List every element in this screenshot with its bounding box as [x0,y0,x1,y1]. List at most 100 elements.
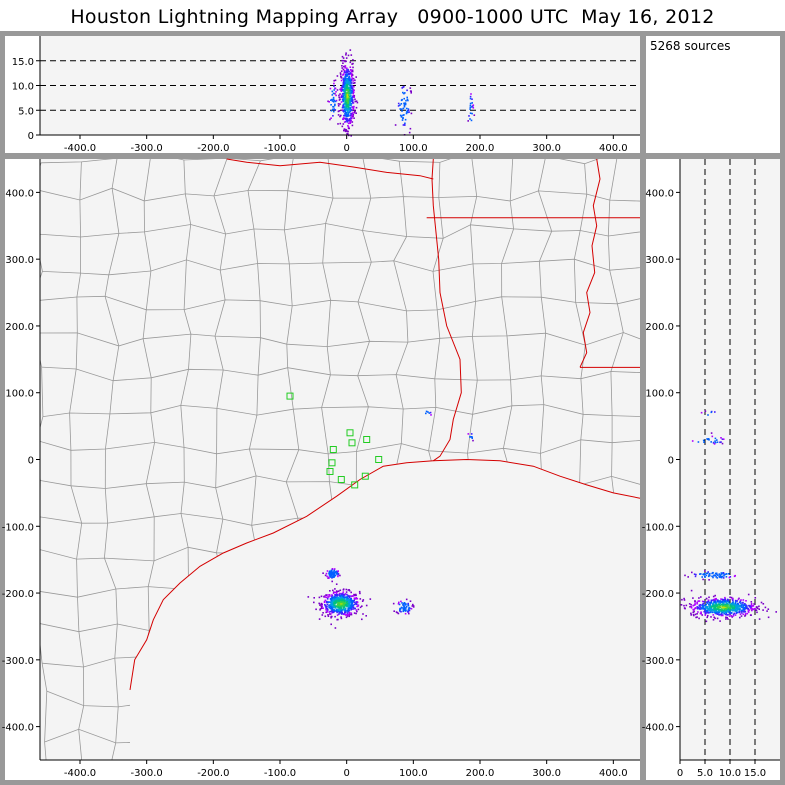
source-point [749,605,751,608]
source-point [717,600,720,602]
source-point [719,441,721,444]
source-point [706,612,708,614]
source-point [408,612,410,615]
source-point [407,604,410,607]
source-point [342,82,345,84]
source-point [346,70,349,73]
source-point [471,98,473,100]
source-point [725,608,727,610]
source-point [344,70,346,72]
source-point [399,610,401,612]
source-point [339,122,342,125]
source-point [343,108,346,111]
source-point [336,593,338,596]
source-point [704,604,707,606]
source-point [767,608,770,610]
source-point [344,60,346,63]
x-tick-label: 0 [677,768,683,779]
source-point [719,620,721,622]
source-point [350,104,352,107]
source-point [705,603,708,606]
source-point [713,598,715,601]
source-point [334,595,336,598]
source-point [346,85,348,88]
source-point [348,111,350,114]
source-point [700,573,702,575]
source-point [697,611,699,613]
source-point [361,618,363,621]
source-point [355,609,358,611]
source-point [726,604,729,607]
source-point [407,609,409,612]
source-point [403,102,405,105]
source-point [350,98,352,101]
source-point [336,601,339,604]
source-point [329,605,332,608]
source-point [345,74,348,77]
source-point [705,597,708,600]
source-point [345,119,348,122]
source-point [720,576,723,579]
source-point [409,127,412,130]
source-point [732,597,734,600]
source-point [737,608,740,610]
source-point [335,99,338,102]
source-point [727,613,729,616]
source-point [743,610,745,613]
source-point [338,592,341,595]
source-point [706,606,708,608]
source-point [354,594,356,597]
source-point [343,610,346,612]
source-point [341,593,344,595]
source-point [344,78,347,81]
source-point [338,96,340,99]
source-point [343,594,345,597]
source-point [724,573,726,576]
source-point [352,59,354,61]
source-point [329,610,332,613]
source-point [319,604,321,606]
source-point [716,600,718,603]
source-point [745,607,747,609]
source-point [708,596,710,599]
source-point [353,599,355,602]
source-point [346,83,349,86]
source-point [333,572,335,574]
source-point [704,614,707,616]
source-point [726,609,729,612]
source-point [705,620,708,623]
source-point [351,63,353,65]
source-point [350,117,352,119]
source-point [710,616,712,618]
frame-bottom [0,780,785,785]
source-point [339,115,341,118]
source-point [342,106,345,109]
source-point [718,606,721,609]
source-point [756,611,758,614]
source-point [350,70,353,73]
source-point [710,609,713,612]
source-point [734,599,737,602]
source-point [342,123,345,125]
source-point [355,597,358,599]
source-point [346,78,348,81]
source-point [402,107,405,110]
source-point [342,591,345,593]
source-point [698,597,700,599]
source-point [318,596,321,599]
source-point [733,612,736,615]
source-point [712,602,715,604]
source-point [344,107,347,109]
source-point [345,129,348,131]
source-point [721,609,723,612]
source-point [345,616,348,619]
source-point [734,574,736,577]
source-point [690,589,693,592]
source-point [352,101,354,104]
source-point [350,595,353,597]
source-point [336,573,338,575]
source-point [690,612,692,615]
source-point [348,610,350,612]
source-point [707,607,710,610]
source-point [404,612,407,615]
